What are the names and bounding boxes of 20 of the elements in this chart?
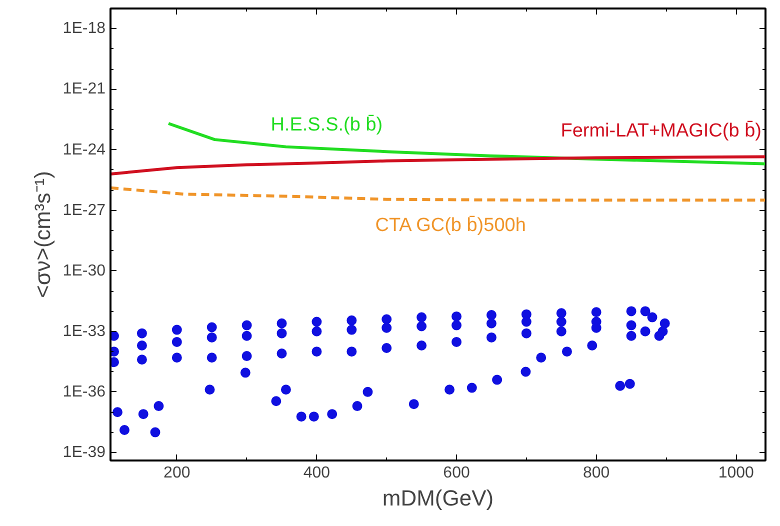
x-tick-label: 1000	[718, 464, 754, 482]
x-tick-label: 200	[164, 464, 190, 482]
y-tick-label: 1E-33	[62, 322, 106, 340]
y-tick-label: 1E-30	[62, 262, 106, 280]
series-label: H.E.S.S.(b b̄)	[270, 114, 383, 136]
line-series	[110, 186, 766, 202]
x-axis-title: mDM(GeV)	[382, 486, 494, 510]
y-tick-label: 1E-36	[62, 383, 106, 400]
series-label: Fermi-LAT+MAGIC(b b̄)	[560, 120, 762, 142]
y-tick-label: 1E-27	[62, 202, 106, 219]
x-tick-label: 800	[582, 464, 610, 482]
line-series	[110, 155, 766, 176]
y-tick-label: 1E-39	[62, 444, 106, 461]
y-tick-label: 1E-18	[62, 20, 106, 38]
y-tick-label: 1E-24	[62, 141, 106, 158]
series-label: CTA GC(b b̄)500h	[375, 215, 526, 236]
y-axis-title: <σν>(cm³s⁻¹)	[30, 171, 55, 298]
x-tick-label: 400	[303, 464, 330, 482]
x-tick-label: 600	[443, 464, 470, 482]
y-tick-label: 1E-21	[62, 80, 106, 98]
